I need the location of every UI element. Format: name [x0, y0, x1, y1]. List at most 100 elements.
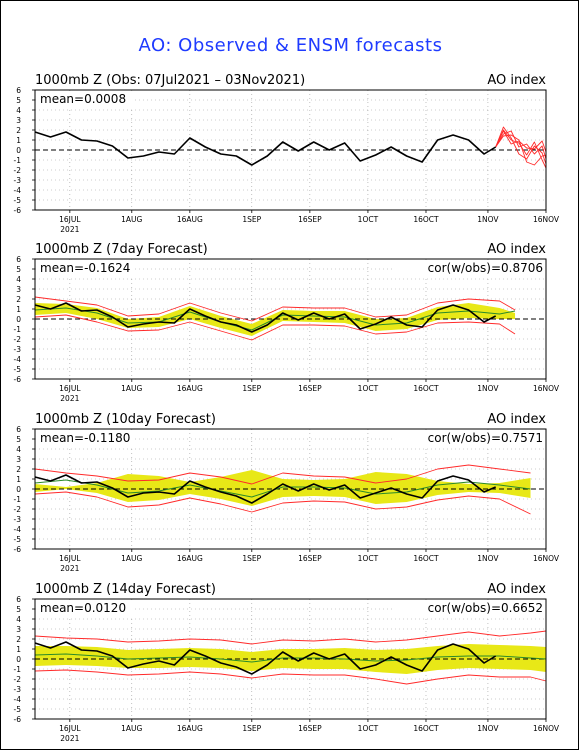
- x-tick-label: 1OCT: [358, 215, 379, 224]
- mean-label-bg: [37, 261, 133, 276]
- y-tick-label: -2: [14, 505, 22, 514]
- cor-label-bg: [394, 431, 544, 446]
- y-tick-label: -6: [14, 545, 22, 554]
- y-tick-label: 4: [16, 615, 21, 624]
- y-tick-label: 1: [16, 475, 21, 484]
- y-tick-label: 3: [16, 116, 21, 125]
- year-label: 2021: [60, 734, 79, 743]
- y-tick-label: -4: [14, 355, 22, 364]
- index-label: AO index: [487, 412, 546, 427]
- y-tick-label: 2: [16, 295, 21, 304]
- x-tick-label: 16AUG: [177, 724, 203, 733]
- y-tick-label: -1: [14, 495, 22, 504]
- y-tick-label: 2: [16, 635, 21, 644]
- y-tick-label: -4: [14, 695, 22, 704]
- x-tick-label: 16SEP: [298, 384, 322, 393]
- observed-line: [34, 302, 497, 333]
- panel-title: 1000mb Z (Obs: 07Jul2021 – 03Nov2021): [35, 73, 305, 88]
- x-tick-label: 1NOV: [477, 384, 499, 393]
- y-tick-label: 3: [16, 455, 21, 464]
- x-tick-label: 16NOV: [533, 724, 560, 733]
- y-tick-label: -3: [14, 345, 22, 354]
- y-tick-label: -4: [14, 525, 22, 534]
- x-tick-label: 16JUL: [59, 384, 81, 393]
- x-tick-label: 16AUG: [177, 215, 203, 224]
- panel-title: 1000mb Z (14day Forecast): [35, 582, 216, 597]
- mean-label: mean=-0.1624: [40, 261, 130, 275]
- y-tick-label: -5: [14, 365, 22, 374]
- observed-line: [34, 641, 497, 675]
- y-tick-label: -4: [14, 186, 22, 195]
- forecast-member-line-4: [495, 134, 547, 166]
- index-label: AO index: [487, 73, 546, 88]
- y-tick-label: -3: [14, 176, 22, 185]
- ensemble-upper-line: [34, 630, 547, 645]
- y-tick-label: -6: [14, 375, 22, 384]
- year-label: 2021: [60, 394, 79, 403]
- ensemble-lower-line: [34, 314, 516, 341]
- x-tick-label: 1NOV: [477, 215, 499, 224]
- x-tick-label: 1SEP: [242, 554, 261, 563]
- y-tick-label: -1: [14, 156, 22, 165]
- x-tick-label: 16OCT: [413, 215, 439, 224]
- cor-label-bg: [394, 261, 544, 276]
- x-tick-label: 1NOV: [477, 554, 499, 563]
- x-tick-label: 16JUL: [59, 554, 81, 563]
- y-tick-label: 5: [16, 265, 21, 274]
- y-tick-label: -5: [14, 196, 22, 205]
- panel-title: 1000mb Z (10day Forecast): [35, 412, 216, 427]
- y-tick-label: 6: [16, 595, 21, 604]
- x-tick-label: 16OCT: [413, 384, 439, 393]
- y-tick-label: -5: [14, 535, 22, 544]
- mean-label: mean=-0.1180: [40, 431, 130, 445]
- y-tick-label: 6: [16, 86, 21, 95]
- y-tick-label: 1: [16, 136, 21, 145]
- cor-label-bg: [394, 601, 544, 616]
- x-tick-label: 16SEP: [298, 554, 322, 563]
- index-label: AO index: [487, 582, 546, 597]
- y-tick-label: 6: [16, 255, 21, 264]
- forecast-member-line-5: [495, 130, 547, 153]
- mean-label-bg: [37, 431, 133, 446]
- x-tick-label: 16NOV: [533, 215, 560, 224]
- ensemble-upper-line: [34, 296, 516, 322]
- y-tick-label: 0: [16, 315, 21, 324]
- mean-label-bg: [37, 601, 133, 616]
- x-tick-label: 1OCT: [358, 724, 379, 733]
- x-tick-label: 1AUG: [121, 554, 142, 563]
- x-tick-label: 1AUG: [121, 384, 142, 393]
- x-tick-label: 16SEP: [298, 724, 322, 733]
- y-tick-label: -3: [14, 685, 22, 694]
- y-tick-label: -6: [14, 715, 22, 724]
- x-tick-label: 1SEP: [242, 384, 261, 393]
- x-tick-label: 16SEP: [298, 215, 322, 224]
- y-tick-label: -2: [14, 675, 22, 684]
- y-tick-label: 0: [16, 655, 21, 664]
- chart-panel-4: 1000mb Z (14day Forecast) AO index 6543210…: [14, 582, 560, 743]
- correlation-label: cor(w/obs)=0.6652: [428, 601, 543, 615]
- chart-panel-1: 1000mb Z (Obs: 07Jul2021 – 03Nov2021) AO …: [14, 73, 560, 234]
- y-tick-label: -1: [14, 325, 22, 334]
- mean-label-bg: [37, 92, 133, 107]
- observed-line: [34, 131, 497, 166]
- x-tick-label: 16AUG: [177, 384, 203, 393]
- y-tick-label: 5: [16, 435, 21, 444]
- y-tick-label: 4: [16, 445, 21, 454]
- ensemble-mean-line: [34, 653, 547, 663]
- y-tick-label: 0: [16, 146, 21, 155]
- y-tick-label: 1: [16, 645, 21, 654]
- y-tick-label: -6: [14, 206, 22, 215]
- mean-label: mean=0.0008: [40, 92, 126, 106]
- mean-label: mean=0.0120: [40, 601, 126, 615]
- chart-panel-2: 1000mb Z (7day Forecast) AO index6543210-…: [14, 242, 560, 403]
- y-tick-label: 4: [16, 106, 21, 115]
- y-tick-label: 6: [16, 425, 21, 434]
- x-tick-label: 1OCT: [358, 384, 379, 393]
- x-tick-label: 16NOV: [533, 554, 560, 563]
- correlation-label: cor(w/obs)=0.8706: [428, 261, 543, 275]
- x-tick-label: 1SEP: [242, 215, 261, 224]
- index-label: AO index: [487, 242, 546, 257]
- panel-title: 1000mb Z (7day Forecast): [35, 242, 208, 257]
